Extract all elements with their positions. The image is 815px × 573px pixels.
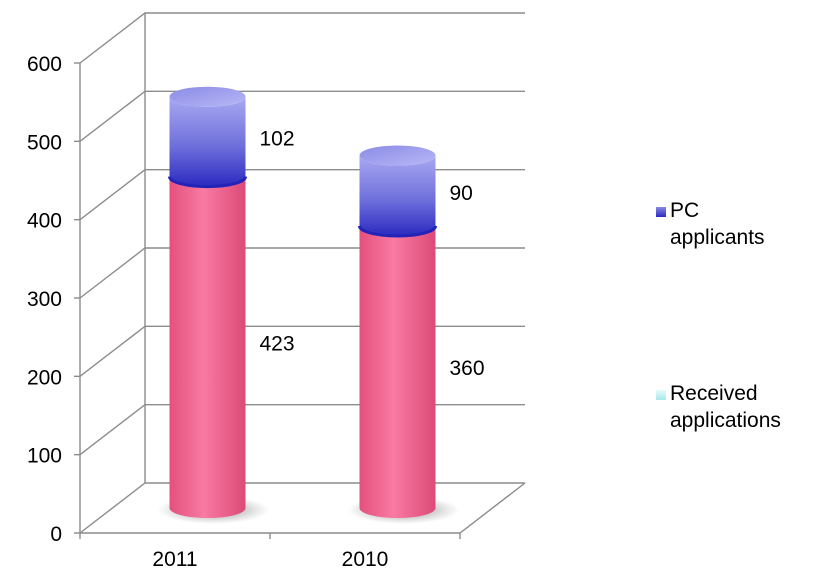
gridline-300 [79,247,525,299]
data-label-pc-2010: 90 [450,182,473,205]
legend-swatch-pc-applicants [656,207,666,217]
x-tick-label-2011: 2011 [152,548,197,571]
gridline-100 [79,403,525,456]
bar-seam-2011 [168,176,247,189]
grid-lines [79,12,526,534]
data-label-received-2011: 423 [260,332,295,355]
legend: PC applicants Received applications [656,199,781,432]
data-label-received-2010: 360 [450,357,485,380]
legend-label-received-line2: applications [670,409,781,432]
bar-top-2010 [359,145,436,166]
y-tick-label-600: 600 [27,53,62,76]
bar-received-2011 [169,176,246,518]
bar-pc-2010 [359,155,436,236]
bar-received-2010 [359,226,436,518]
x-axis: 2011 2010 [79,533,461,571]
x-tick-label-2010: 2010 [342,548,389,571]
y-tick-label-400: 400 [27,210,62,233]
y-tick-label-300: 300 [27,288,62,311]
bar-pc-2011 [169,96,246,187]
data-labels: 423 102 360 90 [260,128,485,380]
data-label-pc-2011: 102 [260,128,295,151]
legend-label-received-applications: Received applications [670,382,781,432]
bar-seam-2010 [358,225,437,238]
y-tick-label-500: 500 [27,131,62,154]
y-axis: 0 100 200 300 400 500 600 [27,53,80,546]
y-tick-label-0: 0 [50,523,62,546]
gridline-500 [79,90,525,142]
bar-top-2011 [169,86,246,107]
legend-label-pc-line1: PC [670,199,699,222]
y-tick-label-100: 100 [27,445,62,468]
legend-label-received-line1: Received [670,382,758,405]
legend-swatch-received-applications [656,390,666,400]
gridline-600 [79,12,525,64]
bars [168,86,437,518]
y-tick-label-200: 200 [27,366,62,389]
legend-label-pc-applicants: PC applicants [670,199,765,249]
legend-label-pc-line2: applicants [670,226,765,249]
